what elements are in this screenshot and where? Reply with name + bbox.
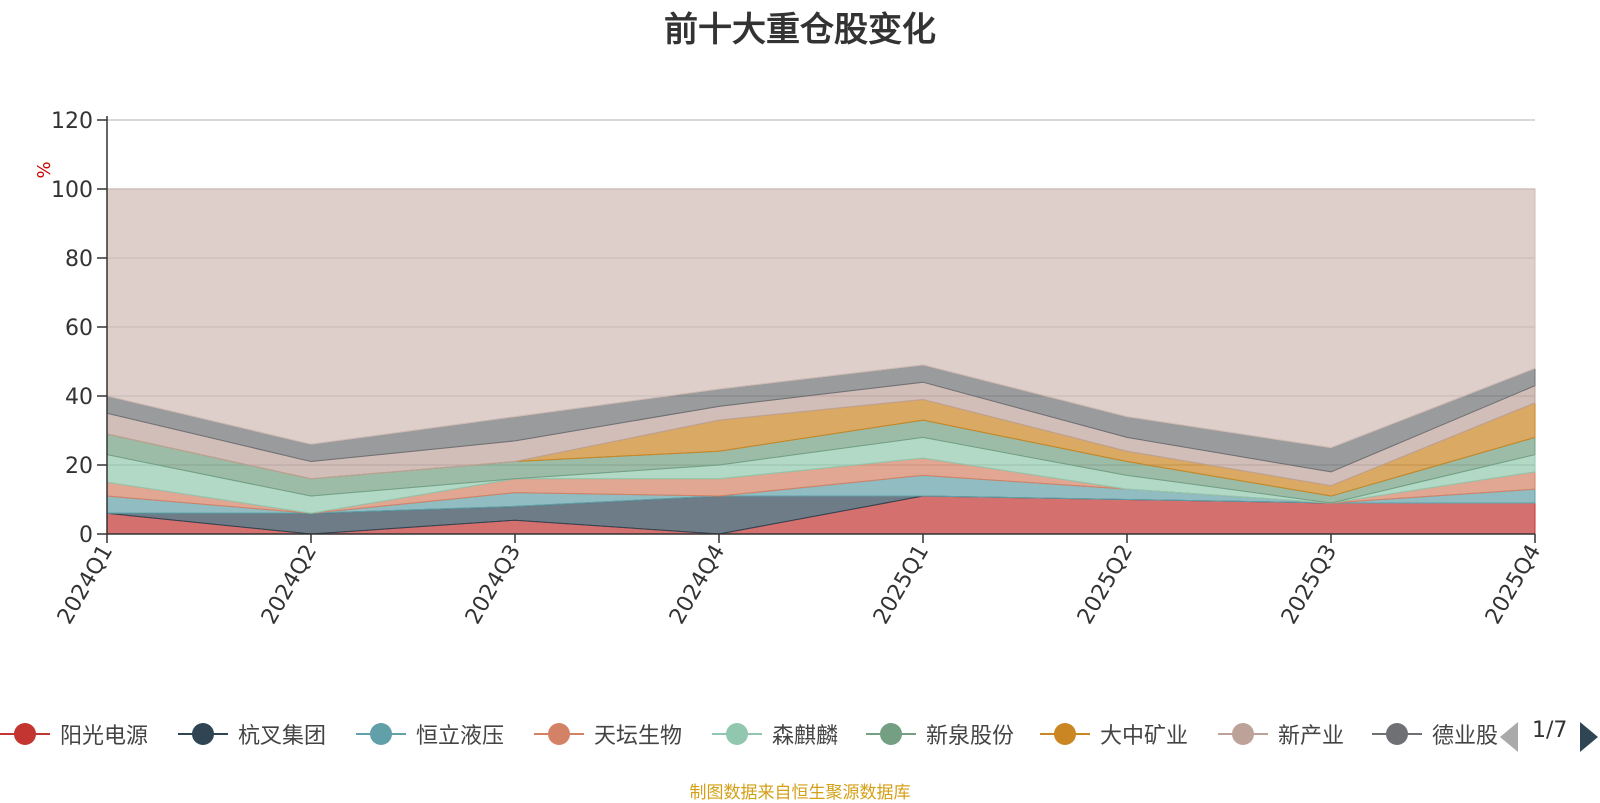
pager-prev-icon[interactable] (1500, 722, 1518, 752)
pager-page-indicator: 1/7 (1532, 718, 1568, 743)
legend-item[interactable]: 杭叉集团 (178, 716, 326, 752)
legend-label: 新产业 (1278, 724, 1345, 749)
area-其他 (106, 188, 1536, 449)
y-axis-label: % (34, 161, 55, 178)
legend-item[interactable]: 阳光电源 (0, 716, 148, 752)
y-tick-label: 80 (65, 247, 93, 272)
legend-label: 新泉股份 (926, 724, 1015, 749)
x-tick-label: 2025Q1 (869, 541, 934, 629)
legend-marker-icon (178, 722, 228, 746)
legend-marker-icon (534, 722, 584, 746)
legend-label: 大中矿业 (1100, 724, 1189, 749)
y-tick-label: 60 (65, 316, 93, 341)
legend-item[interactable]: 森麒麟 (712, 716, 838, 752)
x-tick-label: 2025Q4 (1481, 541, 1546, 629)
legend-label: 天坛生物 (594, 724, 683, 749)
legend-marker-icon (866, 722, 916, 746)
legend-item[interactable]: 新产业 (1218, 716, 1344, 752)
legend-item[interactable]: 德业股 (1372, 716, 1498, 752)
y-tick-label: 40 (65, 385, 93, 410)
legend-label: 阳光电源 (60, 724, 149, 749)
legend-label: 森麒麟 (772, 724, 839, 749)
legend-marker-icon (1372, 722, 1422, 746)
x-tick-label: 2024Q2 (257, 541, 322, 629)
legend-marker-icon (0, 722, 50, 746)
y-tick-label: 0 (79, 523, 93, 548)
legend-marker-icon (1040, 722, 1090, 746)
legend-pager: 1/7 (1500, 716, 1600, 752)
legend-marker-icon (712, 722, 762, 746)
x-tick-label: 2025Q2 (1073, 541, 1138, 629)
y-tick-label: 100 (51, 178, 93, 203)
legend-item[interactable]: 恒立液压 (356, 716, 504, 752)
legend-marker-icon (356, 722, 406, 746)
legend-item[interactable]: 新泉股份 (866, 716, 1014, 752)
legend-label: 德业股 (1432, 724, 1499, 749)
legend-label: 杭叉集团 (238, 724, 327, 749)
x-tick-label: 2024Q4 (665, 541, 730, 629)
legend: 阳光电源 杭叉集团 恒立液压 天坛生物 森麒麟 新泉股份 大中矿业 新产业 德业股 1/7 (0, 716, 1600, 756)
y-tick-label: 20 (65, 454, 93, 479)
pager-next-icon[interactable] (1580, 722, 1598, 752)
legend-label: 恒立液压 (416, 724, 505, 749)
legend-item[interactable]: 大中矿业 (1040, 716, 1188, 752)
x-tick-label: 2024Q3 (461, 541, 526, 629)
legend-item[interactable]: 天坛生物 (534, 716, 682, 752)
stacked-area-chart: 0 20 40 60 80 100 120% 2024Q1 2024Q2 2024Q3 2024Q4… (34, 109, 1546, 629)
y-tick-label: 120 (51, 109, 93, 134)
legend-marker-icon (1218, 722, 1268, 746)
area-series (106, 188, 1536, 535)
x-tick-label: 2024Q1 (53, 541, 118, 629)
x-tick-label: 2025Q3 (1277, 541, 1342, 629)
data-source-note: 制图数据来自恒生聚源数据库 (689, 783, 911, 803)
chart-title: 前十大重仓股变化 (664, 10, 936, 50)
